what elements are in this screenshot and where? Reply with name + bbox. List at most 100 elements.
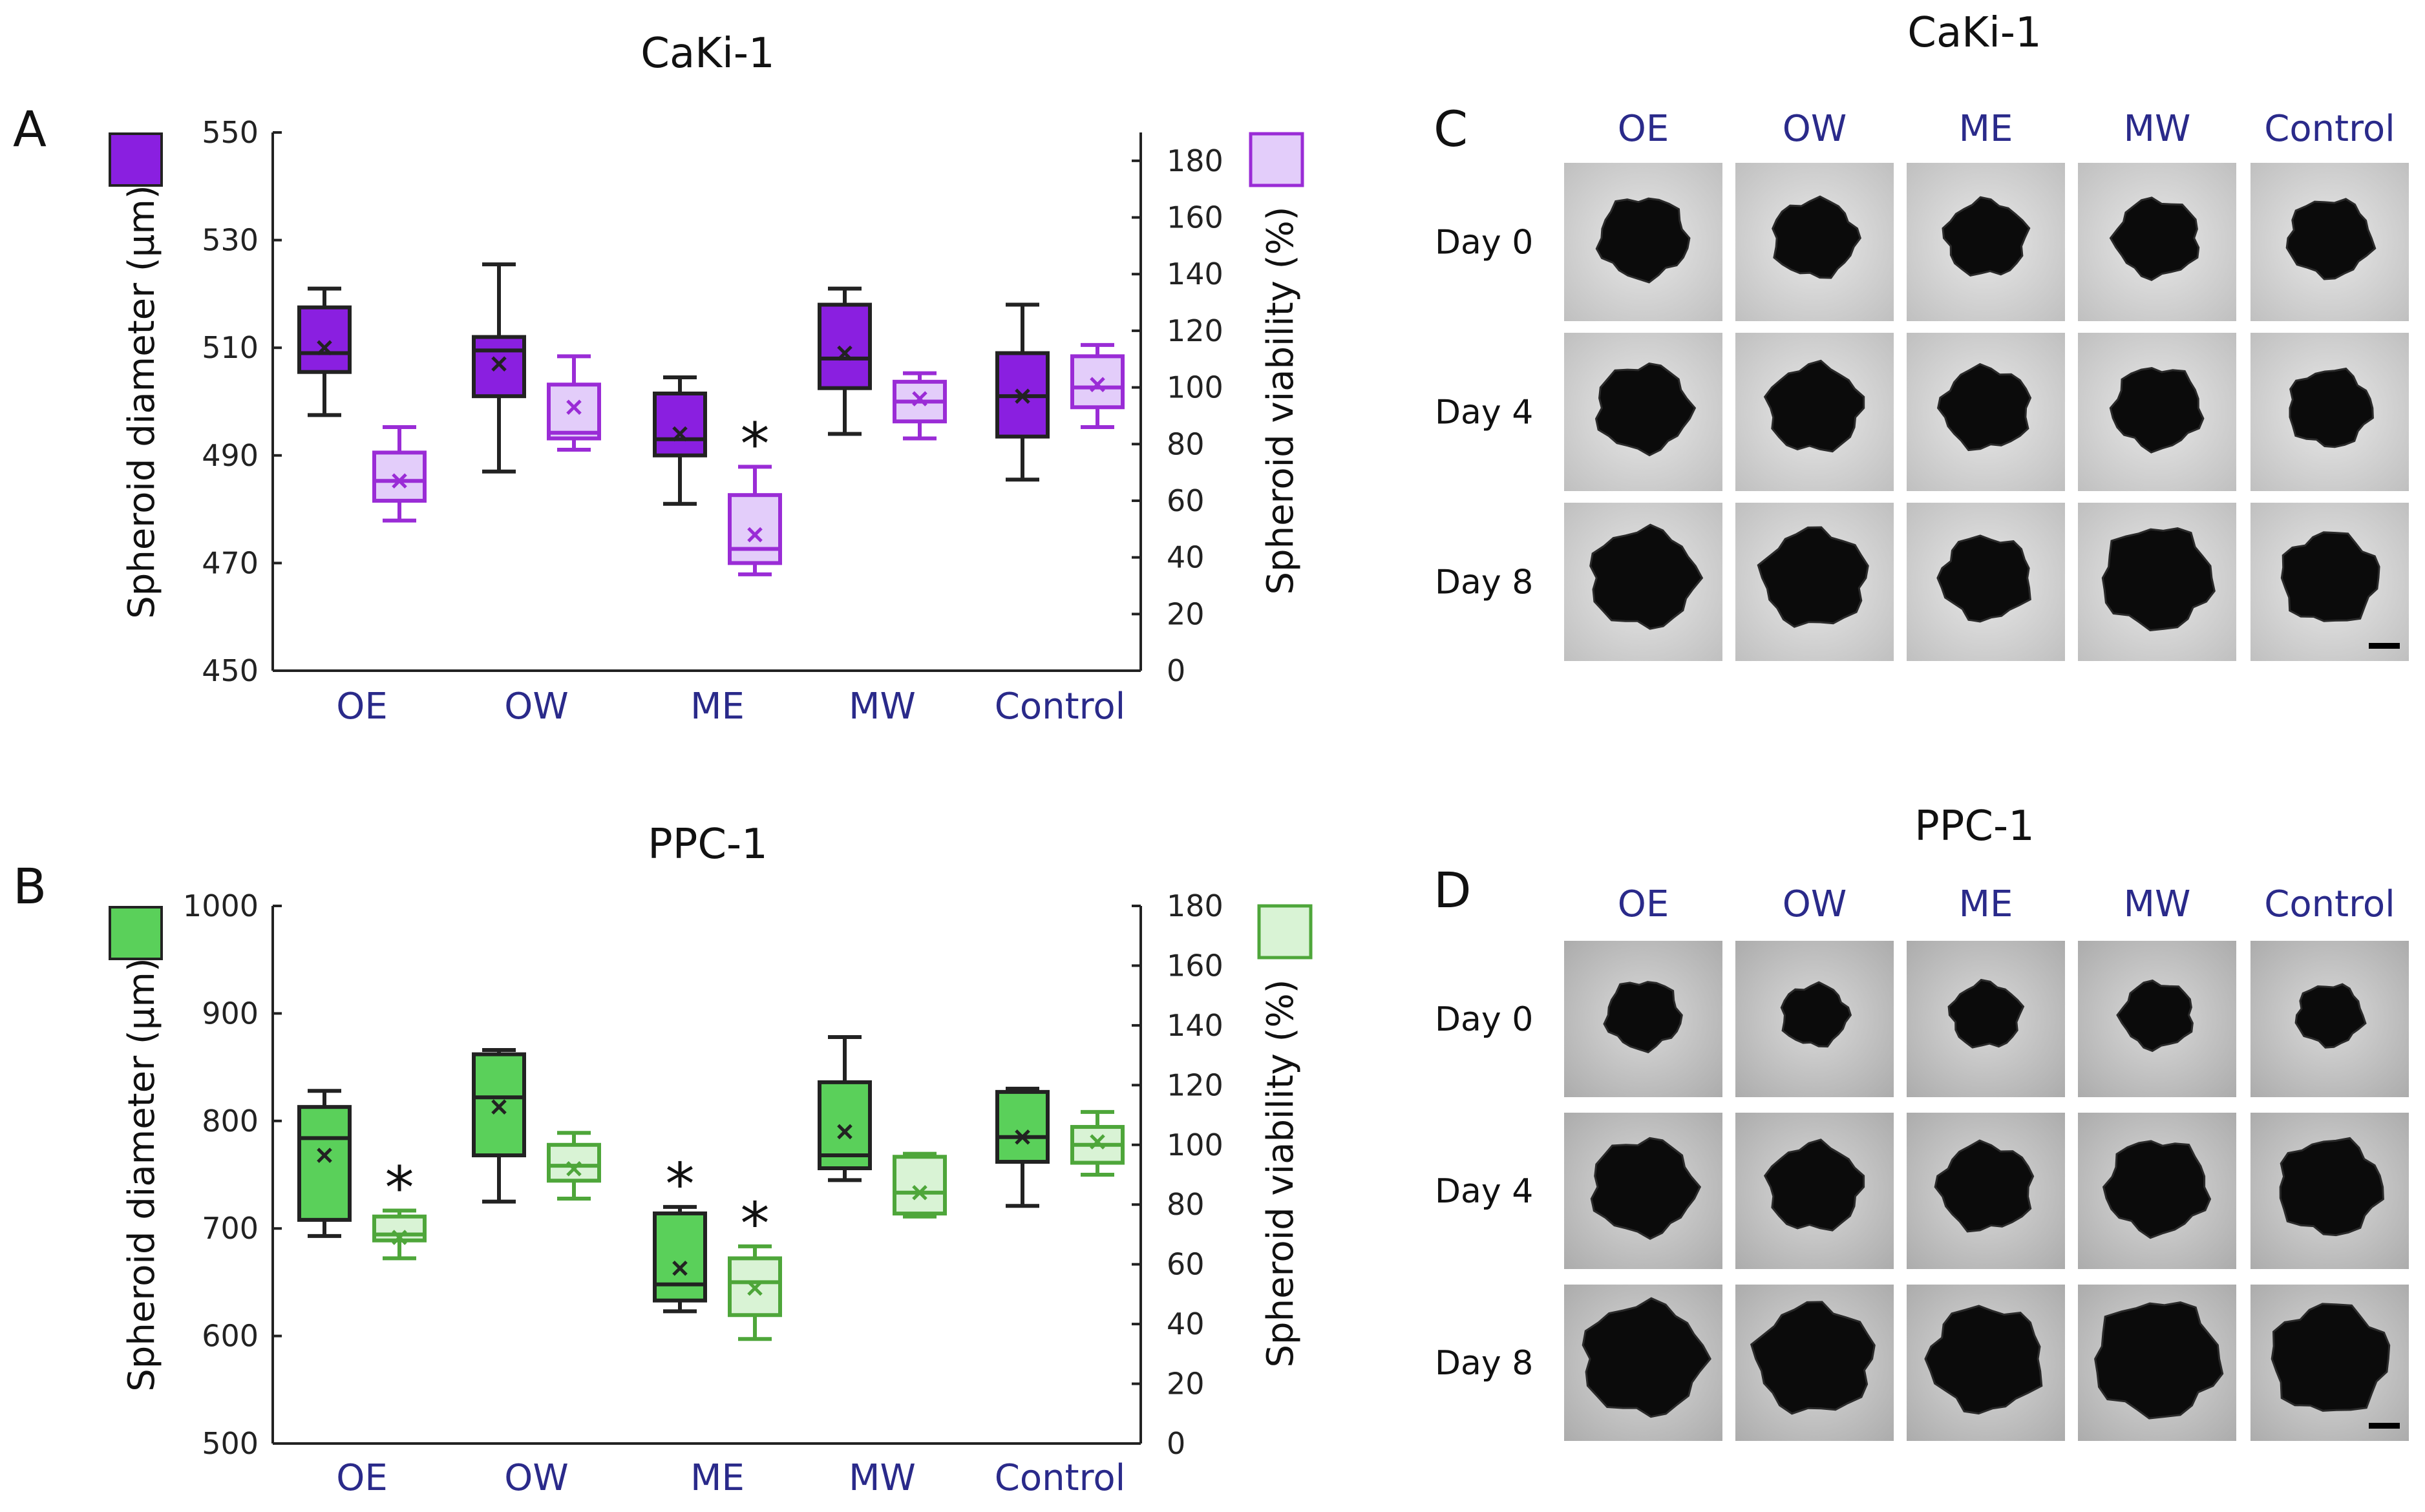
panel-a-y-tick-label: 530 (202, 223, 259, 258)
spheroid-silhouette (1595, 197, 1691, 284)
panel-a-diameter-box (818, 302, 872, 390)
panel-a-y-tick-label: 510 (202, 330, 259, 365)
panel-d-micrograph (2078, 941, 2236, 1097)
mean-marker-stroke (491, 356, 507, 372)
panel-d-row-label: Day 0 (1435, 1000, 1533, 1039)
panel-c-column-label: OW (1783, 108, 1847, 150)
panel-b: B PPC-1 500 600 700 800 900 1000 0 20 40 60 80 100… (13, 821, 1313, 1499)
panel-c-micrograph (1907, 503, 2065, 661)
panel-d-column-label: OE (1618, 883, 1669, 925)
spheroid-silhouette (1589, 523, 1704, 630)
panel-a-viability-mean-marker (747, 527, 763, 543)
panel-d-column-label: OW (1783, 883, 1847, 925)
spheroid-silhouette (1936, 534, 2031, 623)
panel-b-x-tick-label: OW (504, 1457, 568, 1499)
spheroid-silhouette (1590, 1137, 1702, 1240)
panel-b-y-tick-label: 900 (202, 996, 259, 1031)
mean-marker-stroke (317, 1148, 332, 1163)
panel-c-micrograph (1735, 503, 1894, 661)
panel-c-micrograph (1735, 163, 1894, 321)
panel-b-x-tick-label: Control (995, 1457, 1125, 1499)
panel-a-viability-box (1070, 354, 1125, 410)
panel-a-y2-tick-label: 80 (1167, 426, 1205, 461)
panel-a: A CaKi-1 450 470 490 510 530 550 0 20 40 60 80 100… (13, 30, 1304, 728)
mean-marker-stroke (566, 1160, 582, 1177)
panel-c-column-label: OE (1618, 108, 1669, 150)
mean-marker-stroke (672, 426, 688, 442)
panel-c-micrograph (2250, 163, 2409, 321)
spheroid-silhouette (2102, 1140, 2212, 1239)
panel-d-scale-bar (2369, 1423, 2400, 1429)
panel-a-viability-mean-marker (566, 399, 582, 415)
mean-marker-stroke (747, 1280, 763, 1296)
panel-a-y-tick-label: 550 (202, 115, 259, 150)
panel-d-micrograph (1907, 1113, 2065, 1269)
panel-d-row-label: Day 8 (1435, 1344, 1533, 1383)
panel-b-viability-mean-marker (747, 1280, 763, 1296)
panel-b-viability-box (372, 1214, 427, 1243)
panel-c-column-label: Control (2264, 108, 2395, 150)
panel-letter-d: D (1434, 861, 1472, 919)
spheroid-silhouette (2109, 196, 2200, 281)
spheroid-silhouette (1772, 195, 1861, 279)
panel-d-micrograph (1735, 1113, 1894, 1269)
mean-marker-stroke (317, 340, 332, 355)
panel-b-y-tick-label: 1000 (183, 888, 259, 923)
panel-d-column-label: MW (2124, 883, 2191, 925)
panel-d-row-label: Day 4 (1435, 1172, 1533, 1211)
panel-letter-b: B (13, 857, 47, 915)
panel-d-micrograph (1564, 1113, 1722, 1269)
spheroid-silhouette (1947, 978, 2025, 1049)
panel-a-y-tick-label: 450 (202, 653, 259, 688)
spheroid-silhouette (2101, 527, 2216, 631)
panel-b-diameter-mean-marker (491, 1099, 507, 1115)
panel-b-y2-tick-label: 60 (1167, 1247, 1205, 1282)
panel-b-y2-tick-label: 140 (1167, 1008, 1223, 1043)
panel-a-viability-mean-marker (1090, 377, 1105, 392)
panel-c-micrograph (2078, 333, 2236, 491)
panel-c-row-label: Day 8 (1435, 563, 1533, 602)
panel-b-viability-mean-marker (1090, 1134, 1105, 1150)
panel-b-diameter-mean-marker (317, 1148, 332, 1163)
panel-b-viability-mean-marker (912, 1184, 927, 1201)
panel-c-row-label: Day 0 (1435, 224, 1533, 262)
panel-a-diameter-box (297, 305, 352, 374)
panel-c: C CaKi-1 OE OW ME MW Control Day 0 Day 4 Day 8 (1434, 9, 2409, 661)
panel-d-micrograph (1907, 1285, 2065, 1441)
panel-b-y2-tick-label: 120 (1167, 1067, 1223, 1102)
panel-c-scale-bar (2369, 643, 2400, 649)
spheroid-silhouette (1780, 981, 1852, 1048)
panel-c-micrograph (2250, 503, 2409, 661)
panel-c-micrograph (1564, 163, 1722, 321)
panel-b-viability-box (893, 1155, 947, 1216)
panel-a-viability-box (728, 493, 782, 565)
spheroid-silhouette (1924, 1305, 2043, 1415)
spheroid-silhouette (2116, 979, 2194, 1053)
panel-c-micrograph (1907, 333, 2065, 491)
panel-d: D PPC-1 OE OW ME MW Control Day 0 Day 4 Day 8 (1434, 803, 2409, 1441)
mean-marker-stroke (392, 473, 407, 489)
panel-b-diameter-box (653, 1211, 707, 1303)
spheroid-silhouette (1594, 362, 1697, 457)
panel-a-x-tick-label: OW (504, 686, 568, 728)
panel-b-y-tick-label: 600 (202, 1319, 259, 1354)
panel-a-x-tick-label: OE (336, 686, 387, 728)
panel-a-diameter-box (653, 392, 707, 457)
panel-b-legend-diameter-swatch (109, 906, 163, 960)
spheroid-silhouette (1582, 1297, 1711, 1418)
panel-b-diameter-significance-star: * (666, 1151, 695, 1219)
panel-d-micrograph (1907, 941, 2065, 1097)
mean-marker-stroke (912, 1184, 927, 1201)
panel-a-x-tick-label: MW (849, 686, 916, 728)
panel-letter-a: A (13, 100, 47, 158)
spheroid-silhouette (2280, 531, 2380, 622)
spheroid-silhouette (2285, 198, 2377, 280)
panel-b-y-axis-label: Spheroid diameter (µm) (121, 958, 163, 1392)
spheroid-silhouette (2109, 366, 2205, 454)
panel-a-y-axis-label: Spheroid diameter (µm) (121, 185, 163, 619)
panel-b-x-tick-label: OE (336, 1457, 387, 1499)
mean-marker-stroke (392, 1230, 407, 1245)
panel-c-micrograph (2250, 333, 2409, 491)
panel-b-diameter-mean-marker (672, 1261, 688, 1276)
panel-b-x-tick-label: MW (849, 1457, 916, 1499)
